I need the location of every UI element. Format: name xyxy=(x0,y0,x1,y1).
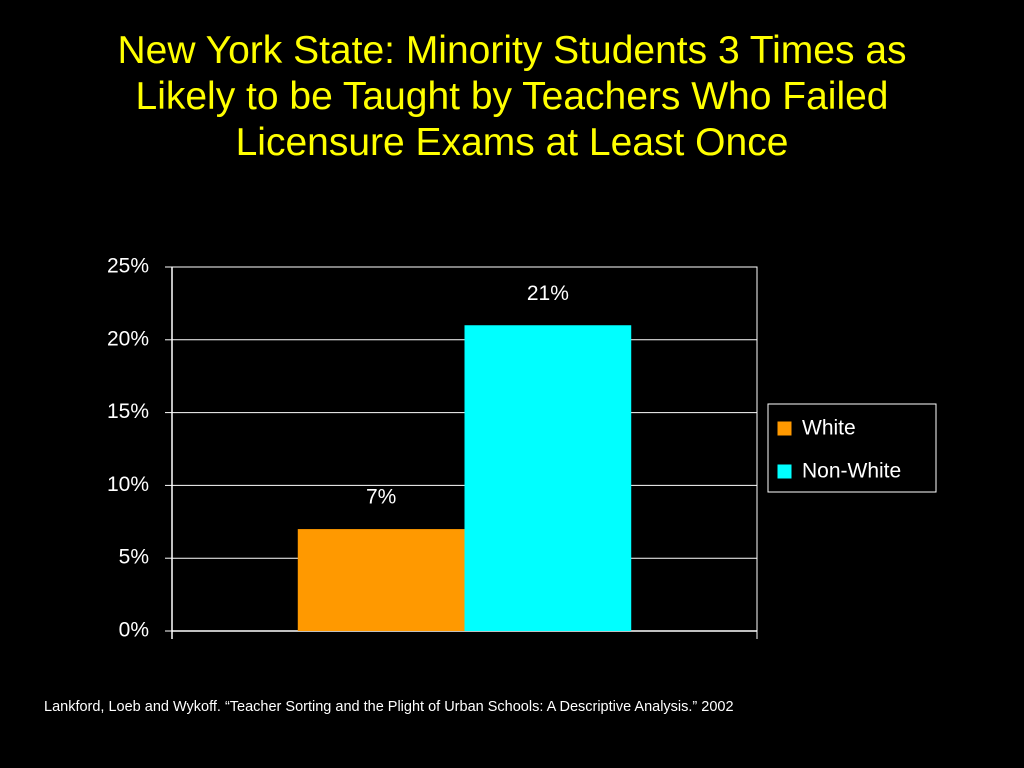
y-tick-label: 5% xyxy=(119,546,149,569)
bar xyxy=(464,325,632,631)
y-tick-label: 20% xyxy=(107,327,149,350)
data-label: 7% xyxy=(366,486,396,509)
bar xyxy=(297,529,465,631)
y-tick-label: 0% xyxy=(119,619,149,642)
chart-title: New York State: Minority Students 3 Time… xyxy=(117,29,907,164)
legend-swatch xyxy=(776,420,793,437)
legend-box xyxy=(767,403,937,493)
chart: 0% 5% 10% 15% 20% 25% 7% 21% White Non-White xyxy=(107,255,937,642)
legend-label: Non-White xyxy=(802,460,901,483)
legend-label: White xyxy=(802,417,856,440)
y-tick-label: 15% xyxy=(107,400,149,423)
y-tick-label: 25% xyxy=(107,255,149,278)
data-label: 21% xyxy=(527,282,569,305)
y-tick-label: 10% xyxy=(107,473,149,496)
legend-swatch xyxy=(776,463,793,480)
source-note: Lankford, Loeb and Wykoff. “Teacher Sort… xyxy=(44,699,734,715)
